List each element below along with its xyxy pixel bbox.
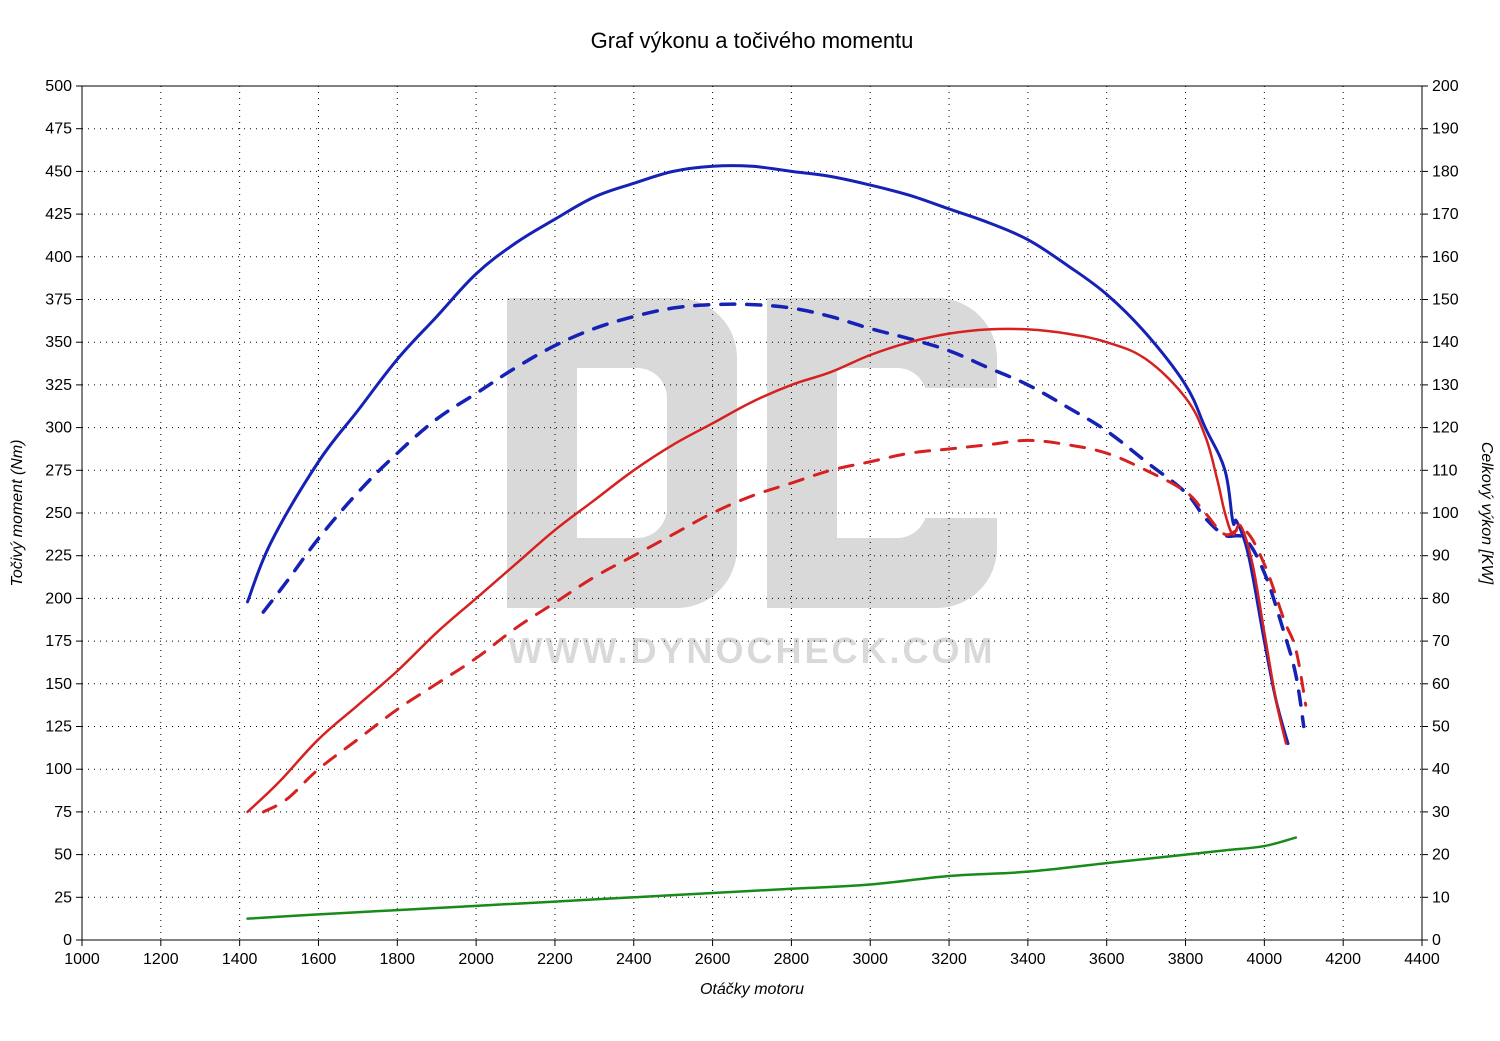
y-right-tick-label: 30 — [1432, 804, 1450, 821]
y-right-tick-label: 110 — [1432, 462, 1458, 479]
y-left-tick-label: 100 — [45, 761, 72, 778]
dyno-chart: WWW.DYNOCHECK.COM10001200140016001800200… — [0, 0, 1500, 1041]
x-tick-label: 1800 — [379, 951, 415, 968]
y-left-tick-label: 150 — [45, 676, 72, 693]
x-tick-label: 2600 — [695, 951, 731, 968]
x-tick-label: 4200 — [1325, 951, 1361, 968]
x-tick-label: 3800 — [1168, 951, 1204, 968]
x-tick-label: 1400 — [222, 951, 258, 968]
y-left-tick-label: 450 — [45, 163, 72, 180]
x-tick-label: 3600 — [1089, 951, 1125, 968]
y-right-tick-label: 40 — [1432, 761, 1450, 778]
x-tick-label: 2800 — [774, 951, 810, 968]
x-tick-label: 1200 — [143, 951, 179, 968]
x-tick-label: 3000 — [852, 951, 888, 968]
x-tick-label: 1000 — [64, 951, 100, 968]
x-tick-label: 2000 — [458, 951, 494, 968]
y-right-tick-label: 10 — [1432, 889, 1450, 906]
y-left-tick-label: 350 — [45, 334, 72, 351]
y-left-axis-title: Točivý moment (Nm) — [9, 440, 26, 587]
x-tick-label: 4000 — [1247, 951, 1283, 968]
y-right-tick-label: 0 — [1432, 932, 1441, 949]
y-right-tick-label: 80 — [1432, 590, 1450, 607]
y-right-tick-label: 100 — [1432, 505, 1459, 522]
y-right-tick-label: 120 — [1432, 420, 1459, 437]
y-left-tick-label: 475 — [45, 121, 72, 138]
x-tick-label: 2400 — [616, 951, 652, 968]
y-right-tick-label: 90 — [1432, 548, 1450, 565]
y-left-tick-label: 0 — [63, 932, 72, 949]
x-tick-label: 3400 — [1010, 951, 1046, 968]
y-right-tick-label: 70 — [1432, 633, 1450, 650]
y-right-tick-label: 180 — [1432, 163, 1459, 180]
y-right-tick-label: 160 — [1432, 249, 1459, 266]
y-right-tick-label: 130 — [1432, 377, 1459, 394]
x-tick-label: 3200 — [931, 951, 967, 968]
chart-title: Graf výkonu a točivého momentu — [591, 28, 914, 53]
y-left-tick-label: 275 — [45, 462, 72, 479]
y-left-tick-label: 400 — [45, 249, 72, 266]
y-left-tick-label: 125 — [45, 719, 72, 736]
y-left-tick-label: 425 — [45, 206, 72, 223]
y-left-tick-label: 300 — [45, 420, 72, 437]
y-right-tick-label: 50 — [1432, 719, 1450, 736]
y-left-tick-label: 200 — [45, 590, 72, 607]
y-left-tick-label: 375 — [45, 292, 72, 309]
y-left-tick-label: 500 — [45, 78, 72, 95]
x-tick-label: 2200 — [537, 951, 573, 968]
y-right-tick-label: 140 — [1432, 334, 1459, 351]
x-tick-label: 1600 — [301, 951, 337, 968]
x-tick-label: 4400 — [1404, 951, 1440, 968]
y-left-tick-label: 50 — [54, 847, 72, 864]
y-left-tick-label: 325 — [45, 377, 72, 394]
y-right-tick-label: 170 — [1432, 206, 1459, 223]
y-left-tick-label: 250 — [45, 505, 72, 522]
y-left-tick-label: 75 — [54, 804, 72, 821]
y-right-tick-label: 150 — [1432, 292, 1459, 309]
x-axis-title: Otáčky motoru — [700, 981, 804, 998]
y-left-tick-label: 175 — [45, 633, 72, 650]
y-right-tick-label: 60 — [1432, 676, 1450, 693]
y-right-tick-label: 20 — [1432, 847, 1450, 864]
y-right-tick-label: 190 — [1432, 121, 1459, 138]
chart-svg: WWW.DYNOCHECK.COM10001200140016001800200… — [0, 0, 1500, 1041]
watermark-url: WWW.DYNOCHECK.COM — [509, 630, 996, 671]
y-left-tick-label: 225 — [45, 548, 72, 565]
y-left-tick-label: 25 — [54, 889, 72, 906]
y-right-axis-title: Celkový výkon [KW] — [1478, 442, 1495, 585]
y-right-tick-label: 200 — [1432, 78, 1459, 95]
